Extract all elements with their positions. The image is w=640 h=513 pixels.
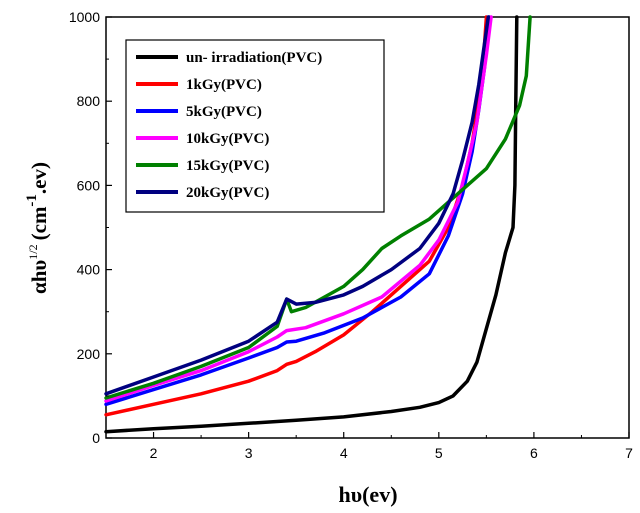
ticks-layer: 2 3 4 5 6 7 0 200 400 600 800 1000 (69, 9, 633, 461)
legend-label-6: 20kGy(PVC) (186, 185, 269, 201)
y-title-unit-open: (cm (27, 206, 51, 240)
legend-label-3: 5kGy(PVC) (186, 104, 262, 120)
series-line-5 (104, 15, 532, 400)
legend-label-1: un- irradiation(PVC) (186, 50, 322, 66)
y-title-main: αhυ (27, 260, 51, 294)
series-layer (104, 15, 532, 434)
y-axis-title: αhυ1/2 (cm-1.ev) (24, 162, 51, 294)
legend-label-5: 15kGy(PVC) (186, 158, 269, 174)
y-tick-label: 0 (92, 430, 100, 446)
y-tick-label: 400 (77, 262, 101, 278)
legend-box (125, 39, 385, 213)
y-title-sup1: 1/2 (26, 244, 40, 259)
y-tick-label: 1000 (69, 9, 100, 25)
x-tick-label: 2 (150, 445, 158, 461)
y-tick-label: 200 (77, 346, 101, 362)
legend: un- irradiation(PVC) 1kGy(PVC) 5kGy(PVC) 10… (125, 39, 385, 213)
x-tick-label: 3 (245, 445, 253, 461)
y-title-unit-close: .ev) (27, 162, 51, 194)
x-tick-label: 7 (625, 445, 633, 461)
series-line-6 (104, 15, 491, 396)
series-line-4 (104, 15, 493, 403)
y-tick-label: 600 (77, 177, 101, 193)
x-tick-label: 4 (340, 445, 348, 461)
x-axis-title: hυ(ev) (338, 482, 397, 507)
legend-label-4: 10kGy(PVC) (186, 131, 269, 147)
y-tick-label: 800 (77, 93, 101, 109)
series-line-1 (104, 15, 519, 434)
y-title-unit-sup: -1 (24, 194, 40, 207)
y-axis-title-text: αhυ1/2 (cm-1.ev) (24, 162, 51, 294)
x-tick-label: 5 (435, 445, 443, 461)
x-tick-label: 6 (530, 445, 538, 461)
legend-label-2: 1kGy(PVC) (186, 77, 262, 93)
